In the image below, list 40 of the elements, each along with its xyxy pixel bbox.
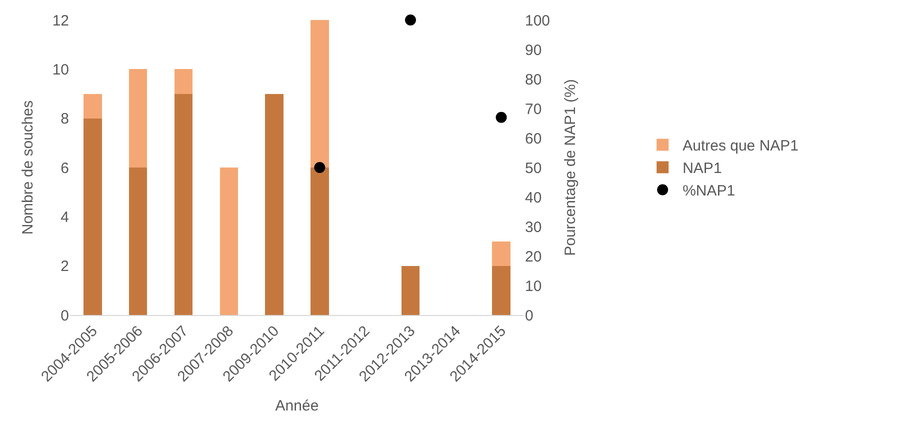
y2-tick-label: 0 — [524, 307, 534, 324]
y-tick-label: 8 — [60, 110, 69, 128]
bar — [129, 69, 148, 168]
point — [404, 14, 416, 26]
legend-label: %NAP1 — [682, 182, 736, 200]
y2-tick-label: 100 — [524, 12, 550, 30]
y-tick-label: 2 — [60, 258, 69, 276]
bar — [310, 168, 329, 315]
bar — [129, 168, 148, 315]
y2-tick-label: 80 — [524, 71, 542, 88]
bar — [310, 20, 329, 168]
bar — [401, 266, 420, 315]
x-axis-title: Année — [275, 397, 319, 414]
y-tick-label: 10 — [52, 61, 69, 78]
y2-tick-label: 50 — [524, 160, 542, 177]
legend-label: NAP1 — [682, 160, 722, 178]
bar — [174, 69, 193, 94]
bar — [492, 266, 510, 315]
y2-tick-label: 90 — [524, 42, 542, 59]
bar — [220, 168, 238, 315]
y-axis-title: Nombre de souches — [20, 100, 37, 235]
y2-tick-label: 30 — [524, 218, 542, 236]
y2-tick-label: 10 — [524, 278, 542, 295]
y2-tick-label: 20 — [524, 248, 542, 266]
bar — [84, 94, 102, 118]
y2-tick-label: 70 — [524, 100, 542, 118]
y-tick-label: 0 — [60, 307, 69, 324]
legend-label: Autres que NAP1 — [682, 138, 799, 155]
y2-tick-label: 40 — [524, 189, 542, 206]
y-tick-label: 4 — [60, 208, 69, 226]
point — [496, 112, 507, 123]
y2-axis-title: Pourcentage de NAP1 (%) — [562, 79, 580, 256]
bar — [265, 94, 284, 315]
bar — [492, 241, 510, 266]
y-tick-label: 6 — [60, 160, 69, 177]
y-tick-label: 12 — [52, 12, 69, 30]
point — [314, 162, 326, 173]
bar — [174, 94, 193, 315]
bar — [84, 118, 102, 315]
y2-tick-label: 60 — [524, 130, 542, 148]
